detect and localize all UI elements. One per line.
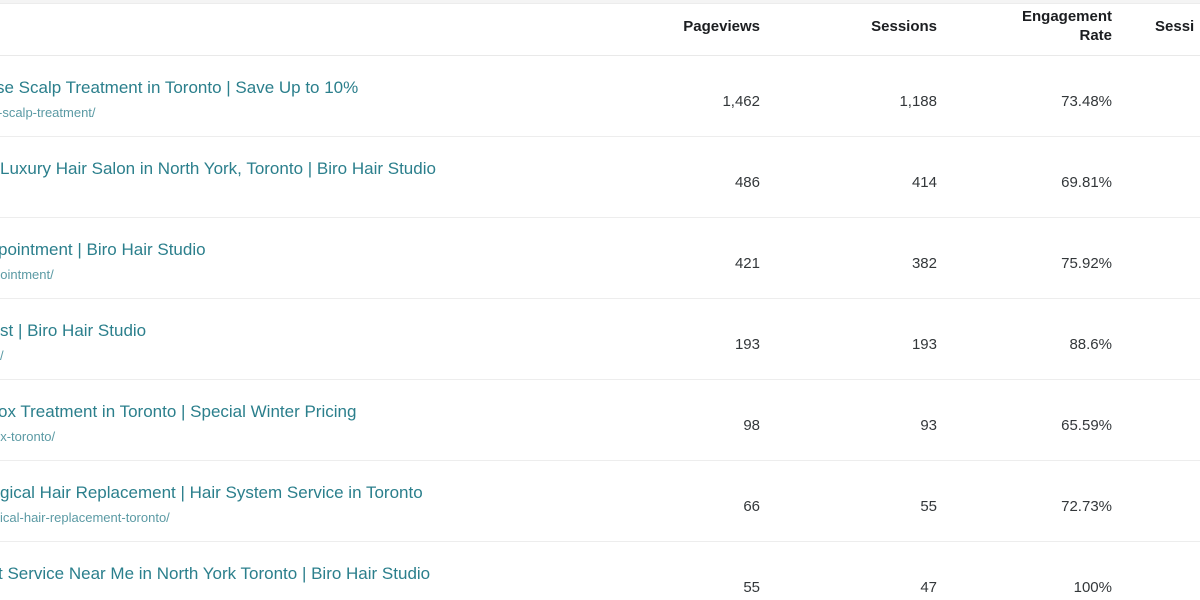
page-title-link[interactable]: se Scalp Treatment in Toronto | Save Up … xyxy=(0,78,359,97)
engagement-rate-value: 69.81% xyxy=(1061,174,1112,191)
page-title-link[interactable]: st | Biro Hair Studio xyxy=(0,321,147,340)
pageviews-value: 55 xyxy=(743,579,760,596)
column-header-pageviews[interactable]: Pageviews xyxy=(683,18,760,35)
engagement-rate-value: 75.92% xyxy=(1061,255,1112,272)
pageviews-value: 1,462 xyxy=(722,93,760,110)
page-path: ox-toronto/ xyxy=(0,429,56,444)
engagement-rate-value: 88.6% xyxy=(1069,336,1112,353)
top-edge-divider xyxy=(0,0,1200,4)
page-path: pointment/ xyxy=(0,267,54,282)
sessions-value: 414 xyxy=(911,174,937,191)
page-title-link[interactable]: gical Hair Replacement | Hair System Ser… xyxy=(0,483,423,502)
table-row: se Scalp Treatment in Toronto | Save Up … xyxy=(0,56,1200,137)
pageviews-value: 98 xyxy=(743,417,760,434)
pageviews-value: 486 xyxy=(734,174,760,191)
column-header-sessions[interactable]: Sessions xyxy=(871,18,937,35)
sessions-value: 193 xyxy=(911,336,937,353)
engagement-rate-value: 100% xyxy=(1073,579,1112,596)
sessions-value: 382 xyxy=(911,255,937,272)
pageviews-value: 66 xyxy=(743,498,760,515)
engagement-rate-value: 72.73% xyxy=(1061,498,1112,515)
table-row: gical Hair Replacement | Hair System Ser… xyxy=(0,461,1200,542)
table-row: ox Treatment in Toronto | Special Winter… xyxy=(0,380,1200,461)
table-row: t Service Near Me in North York Toronto … xyxy=(0,542,1200,600)
table-row: st | Biro Hair Studio / 193 193 88.6% xyxy=(0,299,1200,380)
table-row: Luxury Hair Salon in North York, Toronto… xyxy=(0,137,1200,218)
pageviews-value: 421 xyxy=(734,255,760,272)
sessions-value: 47 xyxy=(920,579,937,596)
page-title-link[interactable]: t Service Near Me in North York Toronto … xyxy=(0,564,431,583)
page-title-link[interactable]: Luxury Hair Salon in North York, Toronto… xyxy=(0,159,436,178)
sessions-value: 1,188 xyxy=(899,93,937,110)
column-header-engagement-rate[interactable]: Engagement Rate xyxy=(1021,8,1112,44)
page-title-link[interactable]: pointment | Biro Hair Studio xyxy=(0,240,206,259)
engagement-rate-value: 65.59% xyxy=(1061,417,1112,434)
page-path: -scalp-treatment/ xyxy=(0,105,96,120)
page-path: / xyxy=(0,348,4,363)
page-title-link[interactable]: ox Treatment in Toronto | Special Winter… xyxy=(0,402,357,421)
table-row: pointment | Biro Hair Studio pointment/ … xyxy=(0,218,1200,299)
column-header-sessions-clipped[interactable]: Sessi xyxy=(1155,18,1195,35)
page-path: ical-hair-replacement-toronto/ xyxy=(0,510,170,525)
table-header-row: Pageviews Sessions Engagement Rate Sessi xyxy=(0,4,1200,56)
table-body: se Scalp Treatment in Toronto | Save Up … xyxy=(0,56,1200,600)
sessions-value: 55 xyxy=(920,498,937,515)
pageviews-value: 193 xyxy=(734,336,760,353)
engagement-rate-value: 73.48% xyxy=(1061,93,1112,110)
sessions-value: 93 xyxy=(920,417,937,434)
